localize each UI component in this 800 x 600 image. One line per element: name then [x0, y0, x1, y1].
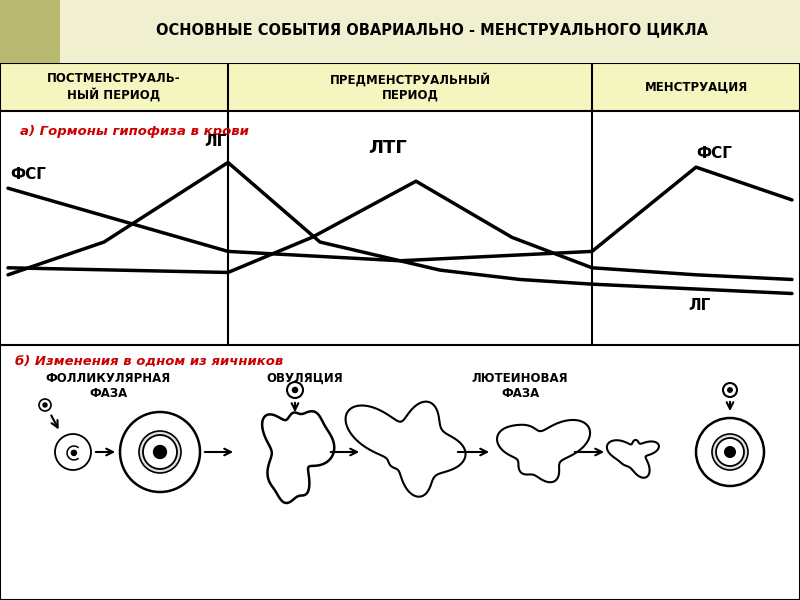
Polygon shape [262, 411, 334, 503]
Text: МЕНСТРУАЦИЯ: МЕНСТРУАЦИЯ [644, 80, 748, 94]
Polygon shape [497, 420, 590, 482]
FancyBboxPatch shape [0, 345, 800, 600]
Text: б) Изменения в одном из яичников: б) Изменения в одном из яичников [15, 355, 283, 368]
Circle shape [712, 434, 748, 470]
Circle shape [154, 446, 166, 458]
Circle shape [55, 434, 91, 470]
FancyBboxPatch shape [0, 111, 800, 345]
FancyBboxPatch shape [0, 63, 800, 111]
Text: ФСГ: ФСГ [696, 146, 732, 161]
Text: ЛГ: ЛГ [688, 298, 710, 313]
Text: ОВУЛЯЦИЯ: ОВУЛЯЦИЯ [266, 372, 343, 385]
Text: ПРЕДМЕНСТРУАЛЬНЫЙ
ПЕРИОД: ПРЕДМЕНСТРУАЛЬНЫЙ ПЕРИОД [330, 73, 490, 101]
Text: ФСГ: ФСГ [10, 167, 46, 182]
Circle shape [143, 435, 177, 469]
Text: ЛТГ: ЛТГ [368, 139, 406, 157]
Circle shape [43, 403, 47, 407]
Circle shape [71, 450, 77, 455]
Text: а) Гормоны гипофиза в крови: а) Гормоны гипофиза в крови [20, 125, 249, 138]
Circle shape [39, 399, 51, 411]
Circle shape [139, 431, 181, 473]
Circle shape [696, 418, 764, 486]
Circle shape [723, 383, 737, 397]
Circle shape [725, 446, 735, 457]
Text: ОСНОВНЫЕ СОБЫТИЯ ОВАРИАЛЬНО - МЕНСТРУАЛЬНОГО ЦИКЛА: ОСНОВНЫЕ СОБЫТИЯ ОВАРИАЛЬНО - МЕНСТРУАЛЬ… [156, 23, 708, 38]
Text: ЛЮТЕИНОВАЯ
ФАЗА: ЛЮТЕИНОВАЯ ФАЗА [472, 372, 568, 400]
FancyBboxPatch shape [0, 0, 60, 63]
Text: ЛГ: ЛГ [204, 134, 226, 149]
Text: ПОСТМЕНСТРУАЛЬ-
НЫЙ ПЕРИОД: ПОСТМЕНСТРУАЛЬ- НЫЙ ПЕРИОД [47, 73, 181, 101]
Polygon shape [607, 440, 659, 478]
Text: ФОЛЛИКУЛЯРНАЯ
ФАЗА: ФОЛЛИКУЛЯРНАЯ ФАЗА [46, 372, 170, 400]
Circle shape [728, 388, 732, 392]
Circle shape [287, 382, 303, 398]
Polygon shape [346, 401, 466, 497]
Circle shape [293, 388, 298, 392]
Circle shape [120, 412, 200, 492]
Circle shape [716, 438, 744, 466]
